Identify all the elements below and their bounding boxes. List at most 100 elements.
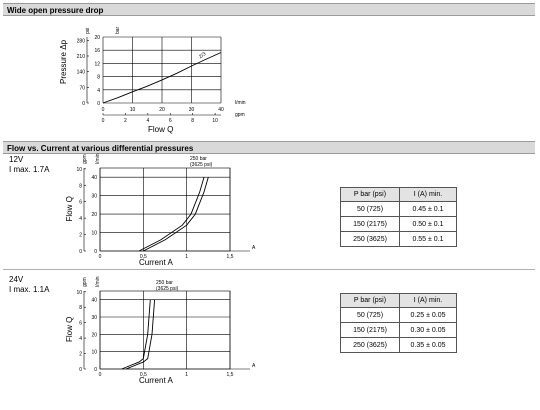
x-tick-label: 1,5 bbox=[227, 372, 234, 378]
section-header-pressure-drop: Wide open pressure drop bbox=[3, 3, 535, 16]
table-row: 50 (725) 0.25 ± 0.05 bbox=[340, 307, 457, 323]
y-tick-label: 20 bbox=[94, 35, 100, 41]
table-row: 150 (2175) 0.30 ± 0.05 bbox=[340, 322, 457, 338]
y-secondary-tick-label: 0 bbox=[82, 101, 85, 107]
plot-frame bbox=[99, 290, 231, 370]
x-tick-label: 1 bbox=[185, 254, 188, 260]
y-secondary-tick-label: 280 bbox=[77, 38, 86, 44]
series-line bbox=[125, 299, 156, 370]
x-tick-label: 0 bbox=[99, 254, 102, 260]
table-cell: 0.25 ± 0.05 bbox=[399, 307, 457, 323]
y-secondary-tick-label: 4 bbox=[79, 336, 82, 342]
series-line bbox=[138, 177, 205, 252]
current-table-24v: P bar (psi) I (A) min. 50 (725) 0.25 ± 0.… bbox=[340, 293, 457, 353]
y-secondary-tick-label: 2 bbox=[79, 233, 82, 239]
table-cell: 50 (725) bbox=[340, 201, 400, 217]
x-unit-secondary: gpm bbox=[235, 112, 245, 118]
series-label: 2/3 bbox=[198, 51, 207, 60]
x-secondary-tick-label: 10 bbox=[212, 118, 218, 124]
y-tick-label: 0 bbox=[94, 367, 97, 373]
series-line bbox=[121, 299, 151, 370]
x-tick-label: 1,5 bbox=[227, 254, 234, 260]
table-header-row: P bar (psi) I (A) min. bbox=[340, 187, 457, 202]
table-header-row: P bar (psi) I (A) min. bbox=[340, 293, 457, 308]
x-tick-label: 20 bbox=[159, 107, 165, 113]
y-tick-label: 40 bbox=[91, 175, 97, 181]
x-secondary-tick-label: 0 bbox=[102, 118, 105, 124]
table-cell: 250 (3625) bbox=[340, 337, 400, 353]
y-tick-label: 10 bbox=[91, 350, 97, 356]
table-cell: 0.50 ± 0.1 bbox=[399, 216, 457, 232]
y-tick-label: 12 bbox=[94, 61, 100, 67]
x-tick-label: 40 bbox=[218, 107, 224, 113]
imax-24v-label: I max. 1.1A bbox=[9, 285, 50, 294]
x-tick-label: 1 bbox=[185, 372, 188, 378]
y-axis-title: Pressure Δp bbox=[59, 39, 68, 84]
x-secondary-tick-label: 8 bbox=[191, 118, 194, 124]
table-cell: 0.35 ± 0.05 bbox=[399, 337, 457, 353]
y-unit-primary: l/min bbox=[95, 153, 101, 164]
y-unit-secondary: gpm bbox=[82, 154, 88, 164]
table-cell: 250 (3625) bbox=[340, 231, 400, 247]
voltage-24v-label: 24V bbox=[9, 275, 24, 284]
x-tick-label: 10 bbox=[130, 107, 136, 113]
y-tick-label: 30 bbox=[91, 194, 97, 200]
y-tick-label: 10 bbox=[91, 231, 97, 237]
y-secondary-tick-label: 6 bbox=[79, 321, 82, 327]
y-secondary-tick-label: 4 bbox=[79, 216, 82, 222]
table-row: 250 (3625) 0.55 ± 0.1 bbox=[340, 231, 457, 247]
y-secondary-tick-label: 10 bbox=[76, 290, 82, 296]
x-unit: A bbox=[252, 245, 256, 251]
table-cell: 150 (2175) bbox=[340, 322, 400, 338]
x-unit: A bbox=[252, 363, 256, 369]
voltage-12v-label: 12V bbox=[9, 155, 24, 164]
y-tick-label: 40 bbox=[91, 298, 97, 304]
series-line bbox=[143, 177, 209, 252]
table-cell: 0.30 ± 0.05 bbox=[399, 322, 457, 338]
table-header-current: I (A) min. bbox=[399, 187, 457, 202]
x-axis-title: Current A bbox=[139, 376, 173, 385]
x-tick-label: 0,5 bbox=[140, 372, 147, 378]
table-row: 50 (725) 0.45 ± 0.1 bbox=[340, 201, 457, 217]
table-cell: 0.55 ± 0.1 bbox=[399, 231, 457, 247]
x-tick-label: 30 bbox=[189, 107, 195, 113]
annotation-label: (3625 psi) bbox=[156, 286, 179, 292]
y-secondary-tick-label: 0 bbox=[79, 249, 82, 255]
y-secondary-tick-label: 10 bbox=[76, 167, 82, 173]
x-secondary-tick-label: 4 bbox=[146, 118, 149, 124]
current-table-12v: P bar (psi) I (A) min. 50 (725) 0.45 ± 0.… bbox=[340, 187, 457, 247]
y-tick-label: 20 bbox=[91, 212, 97, 218]
divider bbox=[3, 269, 535, 270]
y-secondary-tick-label: 70 bbox=[79, 85, 85, 91]
annotation-label: 250 bar bbox=[156, 280, 173, 286]
table-header-pressure: P bar (psi) bbox=[340, 187, 400, 202]
y-axis-title: Flow Q bbox=[65, 196, 74, 221]
y-secondary-tick-label: 8 bbox=[79, 305, 82, 311]
table-header-pressure: P bar (psi) bbox=[340, 293, 400, 308]
y-secondary-tick-label: 2 bbox=[79, 352, 82, 358]
section-header-flow-current: Flow vs. Current at various differential… bbox=[3, 141, 535, 154]
y-axis-title: Flow Q bbox=[65, 317, 74, 342]
table-row: 250 (3625) 0.35 ± 0.05 bbox=[340, 337, 457, 353]
imax-12v-label: I max. 1.7A bbox=[9, 165, 50, 174]
x-tick-label: 0 bbox=[99, 372, 102, 378]
y-tick-label: 8 bbox=[97, 75, 100, 81]
annotation-label: (3625 psi) bbox=[190, 162, 213, 168]
x-tick-label: 0,5 bbox=[140, 254, 147, 260]
table-header-current: I (A) min. bbox=[399, 293, 457, 308]
annotation-label: 250 bar bbox=[190, 156, 207, 162]
x-unit-primary: l/min bbox=[235, 100, 246, 106]
y-unit-secondary: gpm bbox=[82, 277, 88, 287]
x-secondary-tick-label: 6 bbox=[169, 118, 172, 124]
y-unit-primary: bar bbox=[115, 26, 121, 34]
y-secondary-tick-label: 210 bbox=[77, 54, 86, 60]
table-cell: 50 (725) bbox=[340, 307, 400, 323]
y-unit-primary: l/min bbox=[95, 276, 101, 287]
x-axis-title: Current A bbox=[139, 258, 173, 267]
y-tick-label: 20 bbox=[91, 332, 97, 338]
y-secondary-tick-label: 8 bbox=[79, 183, 82, 189]
y-secondary-tick-label: 140 bbox=[77, 70, 86, 76]
table-cell: 0.45 ± 0.1 bbox=[399, 201, 457, 217]
x-axis-title: Flow Q bbox=[148, 125, 173, 134]
